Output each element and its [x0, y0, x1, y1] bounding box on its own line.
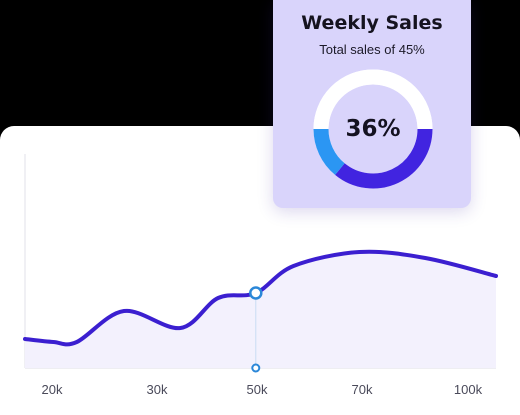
popup-subtitle: Total sales of 45%	[319, 42, 425, 57]
series-line	[23, 249, 498, 347]
donut-center-value: 36%	[345, 116, 401, 142]
donut-slice-1	[335, 128, 433, 189]
x-tick-label: 50k	[247, 382, 268, 397]
donut-chart	[313, 69, 433, 189]
weekly-sales-popup: Weekly Sales Total sales of 45% 36%	[273, 0, 471, 208]
x-tick-label: 30k	[147, 382, 168, 397]
series-layer	[23, 249, 498, 373]
x-tick-labels: 20k 30k 50k 70k 100k	[42, 382, 483, 397]
x-tick-label: 70k	[352, 382, 373, 397]
donut-slice-3	[313, 69, 433, 130]
x-tick-label: 100k	[454, 382, 483, 397]
area-fill	[25, 251, 496, 368]
donut-slice-2	[313, 128, 345, 175]
popup-title: Weekly Sales	[301, 12, 443, 34]
x-tick-label: 20k	[42, 382, 63, 397]
highlight-axis-marker[interactable]	[251, 363, 261, 373]
line-chart: 20k 30k 50k 70k 100k	[23, 154, 498, 397]
highlight-point-marker[interactable]	[249, 286, 263, 300]
